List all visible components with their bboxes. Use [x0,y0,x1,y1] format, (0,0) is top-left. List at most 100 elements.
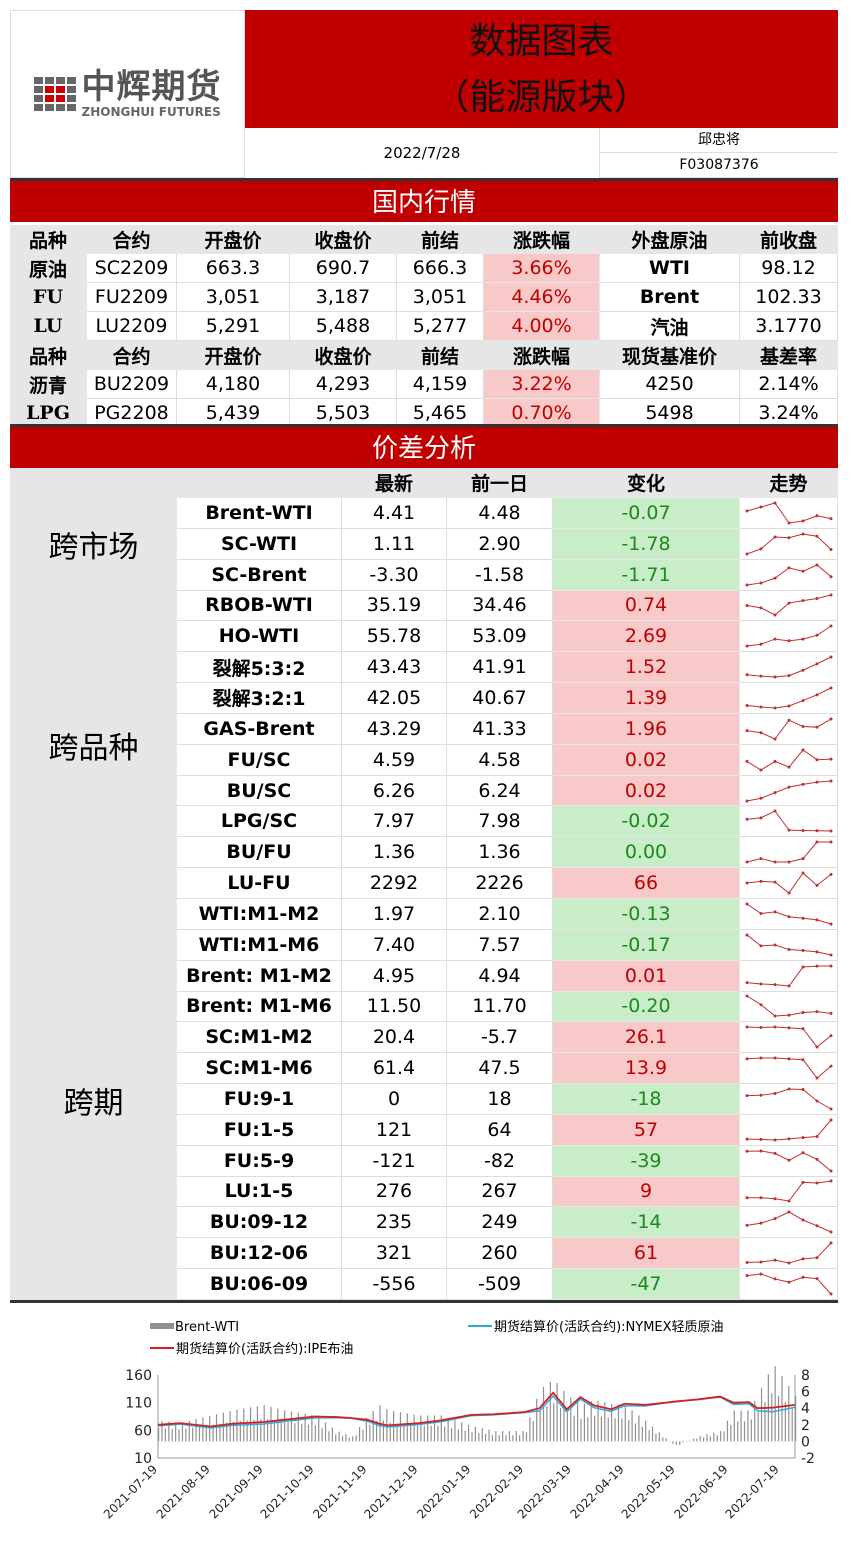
trend-sparkline [740,714,838,745]
latest-value: 7.40 [342,930,447,961]
spread-bar [342,1436,343,1441]
sparkline-point [773,1217,776,1220]
group-spacer [10,992,177,1023]
spread-bar [403,1424,404,1441]
ref-name: 汽油 [600,312,740,341]
spread-bar [720,1431,721,1441]
spread-bar [744,1421,745,1441]
x-tick-label: 2021-09-19 [207,1462,266,1521]
change-value: 13.9 [553,1053,740,1084]
change-value: 2.69 [553,621,740,652]
legend-brent: 期货结算价(活跃合约):IPE布油 [176,1341,353,1357]
sparkline-point [787,861,790,864]
sparkline-point [745,1026,748,1029]
group-spacer [10,1269,177,1300]
spread-name: FU/SC [177,745,342,776]
change-value: -18 [553,1084,740,1115]
sparkline-point [773,1057,776,1060]
sparkline-point [759,547,762,550]
left-tick-label: 60 [134,1423,152,1439]
sparkline-point [745,1057,748,1060]
contract: BU2209 [87,370,177,399]
spread-bar [785,1402,786,1441]
sparkline-point [745,799,748,802]
sparkline-point [773,576,776,579]
sparkline-point [759,731,762,734]
sparkline-point [773,943,776,946]
spread-bar [683,1441,684,1442]
sparkline-point [815,1277,818,1280]
spread-bar [550,1382,551,1442]
logo-mark-icon [34,77,76,111]
spread-header-row: 最新前一日变化走势 [10,468,838,498]
sparkline-point [829,1107,832,1110]
sparkline-point [745,981,748,984]
sparkline-point [787,948,790,951]
sparkline-line [747,1027,831,1047]
change-pct: 3.22% [484,370,600,399]
sparkline-point [801,1258,804,1261]
latest-value: 55.78 [342,621,447,652]
change-value: -0.07 [553,498,740,529]
sparkline-point [801,1276,804,1279]
sparkline-point [787,602,790,605]
spread-bar [614,1418,615,1441]
report-date: 2022/7/28 [245,128,600,178]
sparkline-point [759,581,762,584]
sparkline-point [801,1219,804,1222]
previous-value: 267 [447,1177,553,1208]
spread-bar [373,1411,374,1441]
sparkline-line [747,1212,831,1232]
sparkline-point [759,1149,762,1152]
contract: SC2209 [87,254,177,283]
ref-value: 98.12 [740,254,838,283]
spread-bar [693,1439,694,1442]
sparkline-point [787,1057,790,1060]
sparkline-point [829,922,832,925]
spread-bar [761,1388,762,1441]
sparkline-point [773,535,776,538]
previous-value: 2226 [447,868,553,899]
latest-value: -121 [342,1146,447,1177]
spread-bar [465,1431,466,1442]
trend-sparkline [740,621,838,652]
sparkline-point [773,1277,776,1280]
sparkline-point [745,995,748,998]
variety: 沥青 [10,370,87,399]
spread-name: HO-WTI [177,621,342,652]
group-spacer [10,961,177,992]
group-spacer [10,1146,177,1177]
sparkline-point [829,873,832,876]
column-header: 开盘价 [177,225,290,254]
spread-bar [747,1410,748,1441]
prev-settle: 666.3 [397,254,484,283]
spread-bar [778,1396,779,1442]
column-header: 开盘价 [177,341,290,370]
spread-bar [199,1427,200,1442]
column-header: 变化 [553,468,740,498]
spread-bar [359,1427,360,1441]
previous-value: 249 [447,1207,553,1238]
sparkline-point [801,1181,804,1184]
sparkline-point [759,912,762,915]
trend-sparkline [740,560,838,591]
spread-bar [655,1434,656,1442]
sparkline-point [745,1149,748,1152]
spread-name: BU:09-12 [177,1207,342,1238]
spread-bar [461,1422,462,1441]
sparkline-point [815,534,818,537]
trend-sparkline [740,745,838,776]
column-header: 走势 [740,468,838,498]
spread-bar [492,1435,493,1442]
spread-bar [328,1431,329,1441]
previous-value: 41.91 [447,652,553,683]
sparkline-point [759,1026,762,1029]
spread-bar [413,1415,414,1442]
sparkline-point [759,796,762,799]
change-value: -0.17 [553,930,740,961]
logo-cn: 中辉期货 [82,69,222,105]
spread-bar [706,1434,707,1441]
